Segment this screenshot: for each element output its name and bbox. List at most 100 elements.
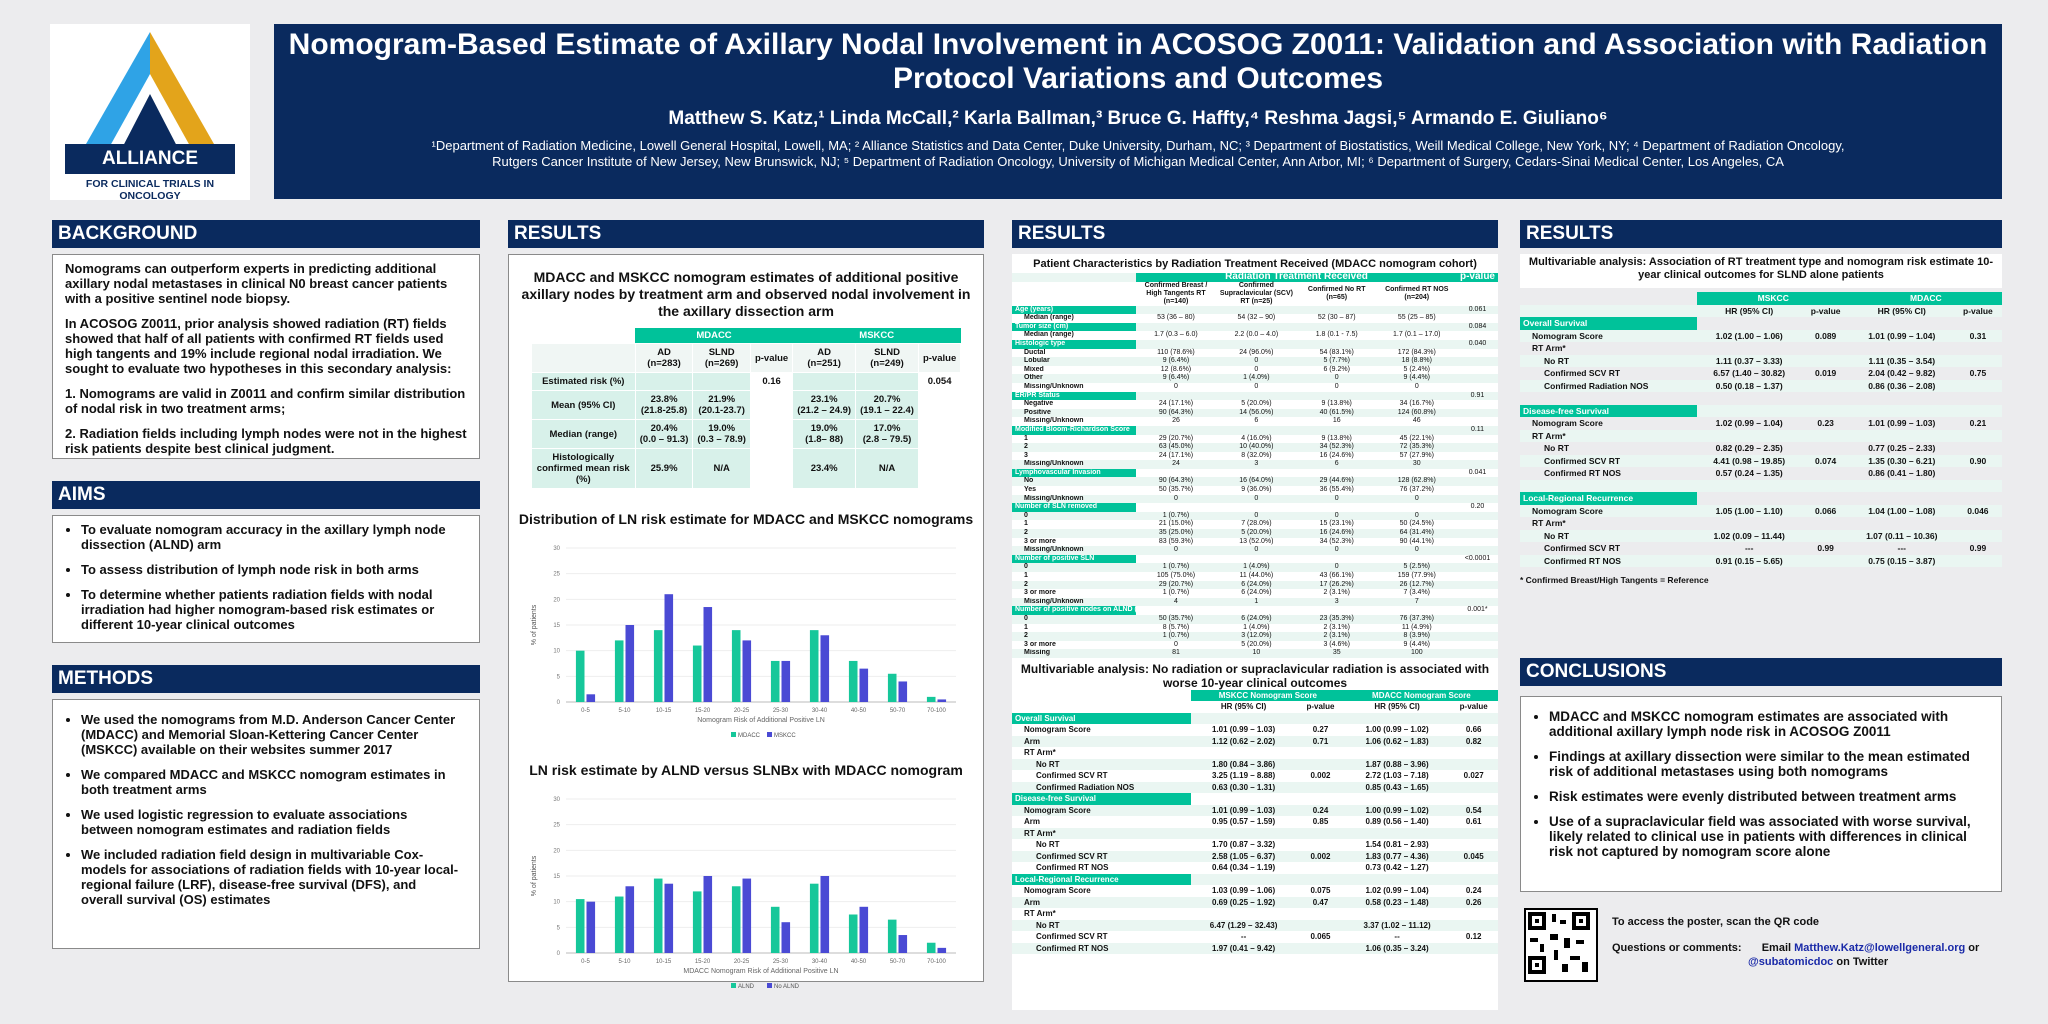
table-row: Median (range) 20.4% (0.0 – 91.3) 19.0% (0… [530,419,962,449]
results-heading-3: RESULTS [1520,220,2002,248]
table-cell [1136,425,1216,435]
pvalue-cell: 0.061 [1456,305,1498,315]
x-tick-label: 10-15 [656,708,672,714]
table-cell: 21 (15.0%) [1158,520,1194,528]
email-link[interactable]: Matthew.Katz@lowellgeneral.org [1794,942,1966,954]
bar-alnd [653,878,663,953]
row-label: RT Arm* [1024,909,1056,919]
table-cell [1191,793,1296,805]
column-2: RESULTS MDACC and MSKCC nomogram estimat… [508,220,984,990]
row-label: Nomogram Score [1520,504,1697,517]
row-label: Confirmed RT NOS [1036,863,1109,873]
table-cell: 0.82 [1449,735,1498,748]
y-tick-label: 30 [553,546,560,552]
row-label: Confirmed RT NOS [1012,942,1191,955]
bar-mskcc [742,640,752,702]
table-cell: 128 (62.8%) [1376,477,1457,487]
table-cell [1697,342,1802,355]
table-cell: 6.57 (1.40 – 30.82) [1713,368,1786,378]
bar-no-alnd [586,901,596,953]
table-cell: 17 (26.2%) [1296,580,1377,590]
pvalue-cell [1456,563,1498,572]
bar-alnd [575,899,585,953]
table-cell [1296,712,1345,725]
table-cell [792,372,857,391]
table-cell: 0.91 (0.15 – 5.65) [1696,554,1802,567]
pvalue-cell [1456,374,1498,383]
row-label: Confirmed SCV RT [1520,454,1697,467]
table-row: 1 8 (5.7%) 1 (4.0%) 2 (3.1%) 11 (4.9%) [1012,624,1498,633]
row-label: Histologically confirmed mean risk (%) [530,448,636,489]
table-cell: 0.12 [1465,932,1482,942]
x-tick-label: 30-40 [812,959,828,965]
table-cell [1954,317,2002,330]
table-cell [1802,392,1850,405]
twitter-link[interactable]: @subatomicdoc [1748,956,1834,968]
table-cell: 14 (56.0%) [1215,408,1297,418]
pvalue-cell [1456,460,1498,469]
table-cell: 0 [1136,546,1216,555]
header-spacer [530,343,636,373]
poster-title: Nomogram-Based Estimate of Axillary Noda… [288,28,1988,95]
table-cell: 15 (23.1%) [1319,520,1354,528]
sln-group-mdacc: MDACC [1849,292,2002,305]
table-cell: 110 (78.6%) [1157,348,1195,356]
table-cell: 11 (44.0%) [1239,572,1274,579]
table-cell: 0.63 (0.30 – 1.31) [1190,781,1297,794]
table-cell [1696,479,1802,492]
table-cell: 90 (64.3%) [1136,408,1216,418]
table-cell: 1.05 (1.00 – 1.10) [1696,504,1802,517]
aims-heading: AIMS [52,481,480,509]
table-cell [1850,342,1954,355]
mv-title: Multivariable analysis: No radiation or … [1020,661,1490,690]
table-cell [1697,392,1802,405]
table-cell: 8 (3.9%) [1376,632,1457,641]
table-cell: 2.58 (1.05 – 6.37) [1190,850,1297,863]
table-row: ER/PR Status 0.91 [1012,391,1498,401]
table-cell: 0.074 [1801,454,1850,467]
table-cell [1850,392,1954,405]
table-cell: 26 (12.7%) [1376,580,1457,590]
bar-alnd [926,942,936,953]
table-cell: 0 [1215,494,1297,504]
pvalue-cell [1457,624,1498,633]
table-cell [1296,339,1377,349]
table-cell [1345,908,1450,920]
table-cell: 1 (4.0%) [1215,563,1297,572]
chart1-title: Distribution of LN risk estimate for MDA… [518,511,974,527]
table-row: Other 9 (6.4%) 1 (4.0%) 0 9 (4.4%) [1012,374,1498,383]
pvalue-cell [1457,641,1498,650]
table-row: Confirmed RT NOS 1.97 (0.41 – 9.42) 1.06 (… [1012,942,1498,955]
table-cell: 0.47 [1296,896,1345,909]
table-row: 2 35 (25.0%) 5 (20.0%) 16 (24.6%) 64 (31.4%) [1012,529,1498,538]
pvalue-cell [1457,435,1498,444]
qr-code-icon[interactable] [1524,908,1598,982]
table-cell: 1.7 (0.1 – 17.0) [1393,331,1441,339]
legend-swatch [767,732,772,737]
table-cell [1801,554,1850,567]
table-cell [1345,793,1450,805]
conclusion-item: Use of a supraclavicular field was assoc… [1549,814,1989,859]
table-cell: 4 (16.0%) [1241,434,1272,442]
results-heading-2: RESULTS [1012,220,1498,248]
row-label: Mixed [1024,365,1044,373]
bar-no-alnd [625,886,635,953]
table-cell: 5 (2.4%) [1403,365,1431,373]
table-cell: 0.89 (0.56 – 1.40) [1365,817,1429,827]
results-panel-2: Patient Characteristics by Radiation Tre… [1012,254,1498,1010]
legend-label: ALND [738,984,755,990]
table-cell: 24 (17.1%) [1158,451,1194,459]
row-label: Tumor size (cm) [1012,322,1136,332]
table-cell: 2.2 (0.0 – 4.0) [1234,331,1279,339]
pvalue-cell: 0.040 [1456,339,1498,349]
table-cell [1136,322,1216,332]
background-box: Nomograms can outperform experts in pred… [52,254,480,459]
table-cell: 0.85 [1312,817,1329,827]
table-cell: 76 (37.3%) [1376,614,1457,624]
row-label: Median (range) [530,419,636,449]
row-label [1520,479,1697,492]
column-header: p-value [749,343,794,373]
table-cell [1449,827,1498,840]
